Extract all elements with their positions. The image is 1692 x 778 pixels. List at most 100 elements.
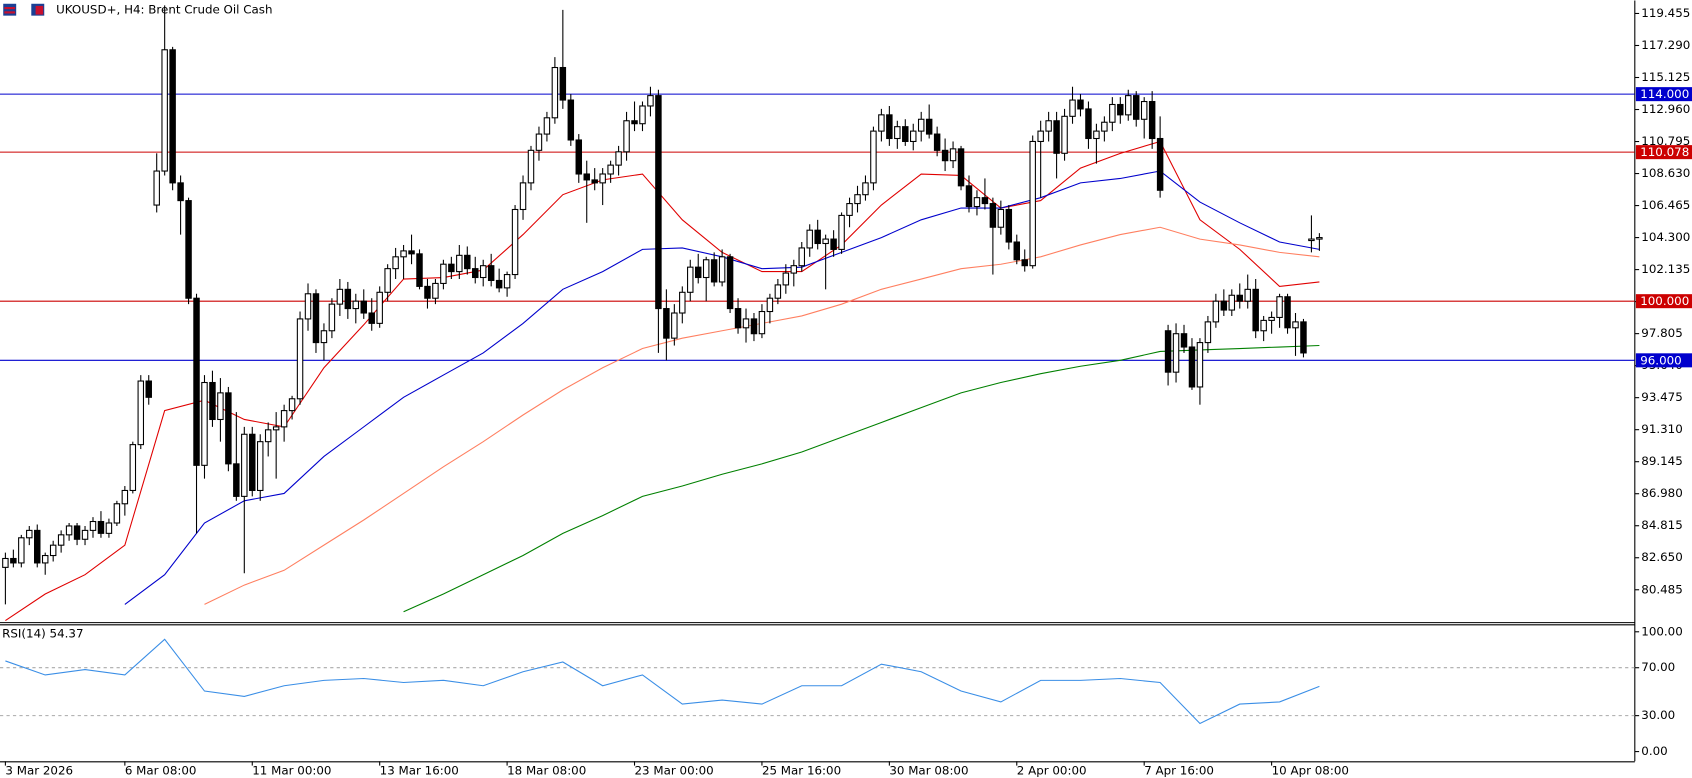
candle-body	[607, 164, 614, 175]
candle-body	[105, 522, 113, 534]
candle-body	[49, 544, 57, 557]
level-label-box	[1635, 87, 1692, 102]
candle-body	[249, 433, 256, 492]
candle-body	[710, 259, 718, 283]
candle-body	[2, 557, 9, 568]
candle-body	[296, 318, 304, 400]
candle-body	[376, 291, 383, 324]
y-tick-label: 112.960	[1641, 102, 1690, 116]
candle-body	[663, 308, 670, 339]
candle-body	[424, 285, 431, 299]
candle-body	[304, 293, 312, 320]
candle-body	[448, 263, 455, 273]
candle-body	[1125, 95, 1132, 116]
candle-body	[1021, 259, 1028, 267]
candle-body	[1045, 120, 1052, 132]
candle-body	[798, 247, 805, 267]
candle-body	[177, 182, 184, 202]
y-tick-label: 106.465	[1641, 198, 1690, 212]
candle-body	[1148, 100, 1156, 140]
candle-body	[1093, 130, 1100, 140]
candle-body	[949, 148, 957, 162]
candle-body	[1188, 346, 1196, 388]
candle-body	[647, 95, 654, 107]
candle-body	[718, 256, 726, 283]
level-label: 110.078	[1640, 145, 1689, 159]
candle-body	[870, 130, 877, 184]
candle-body	[1220, 300, 1228, 311]
candle-body	[758, 310, 766, 335]
rsi-line	[5, 638, 1320, 725]
candle-body	[113, 503, 121, 524]
candle-body	[408, 250, 415, 255]
candle-body	[432, 282, 439, 299]
candle-body	[631, 120, 638, 125]
candle-body	[34, 529, 41, 564]
candle-body	[742, 318, 750, 329]
candle-body	[846, 203, 853, 216]
candle-body	[766, 297, 774, 313]
x-tick-label: 23 Mar 00:00	[635, 763, 714, 777]
candle-body	[368, 312, 375, 324]
candle-body	[639, 105, 646, 125]
candle-body	[1244, 288, 1251, 302]
candle-body	[917, 118, 925, 132]
candle-body	[1029, 140, 1036, 267]
candle-body	[1085, 108, 1092, 140]
candle-body	[479, 265, 487, 279]
candle-body	[272, 426, 280, 431]
y-tick-label: 104.300	[1641, 230, 1690, 244]
candle-body	[941, 149, 949, 162]
candle-body	[1180, 333, 1188, 348]
candle-body	[416, 253, 423, 287]
candle-body	[782, 272, 790, 286]
x-tick-label: 13 Mar 16:00	[380, 763, 459, 777]
y-tick-label: 89.145	[1641, 454, 1683, 468]
y-tick-label: 119.455	[1641, 6, 1690, 20]
candle-body	[599, 173, 606, 184]
candle-body	[583, 173, 590, 181]
axes: 119.455 117.290 115.125 112.960 110.795 108.6…	[4, 6, 1692, 777]
candle-body	[1053, 120, 1060, 154]
candle-body	[440, 263, 447, 284]
candle-body	[671, 312, 678, 339]
candle-body	[81, 529, 89, 540]
candle-body	[559, 66, 567, 101]
candle-body	[1109, 103, 1116, 123]
candle-body	[1236, 294, 1243, 302]
candle-body	[1228, 294, 1236, 311]
candle-body	[1276, 296, 1283, 318]
candle-body	[806, 229, 813, 249]
candle-body	[97, 520, 105, 534]
candle-body	[1005, 208, 1013, 243]
candle-body	[1164, 330, 1172, 373]
x-tick-label: 6 Mar 08:00	[125, 763, 197, 777]
candle-body	[830, 238, 837, 250]
candle-body	[185, 200, 192, 299]
x-tick-label: 2 Apr 00:00	[1017, 763, 1087, 777]
candle-body	[1316, 237, 1323, 240]
candle-body	[495, 279, 503, 289]
candle-body	[280, 410, 288, 428]
candle-body	[1140, 100, 1148, 120]
candle-body	[10, 557, 17, 564]
candle-body	[336, 288, 344, 305]
x-tick-label: 30 Mar 08:00	[889, 763, 968, 777]
candle-body	[1013, 241, 1021, 261]
candle-body	[209, 381, 216, 421]
candle-body	[145, 380, 152, 398]
candle-body	[1132, 95, 1140, 120]
candle-body	[551, 66, 559, 119]
candle-body	[153, 170, 160, 206]
candle-body	[392, 256, 399, 270]
candle-body	[137, 380, 145, 446]
candle-body	[201, 381, 208, 466]
candle-body	[615, 151, 622, 166]
rsi-tick-label: 30.00	[1641, 708, 1675, 722]
candle-body	[1061, 115, 1068, 154]
candle-body	[774, 284, 782, 299]
level-label: 100.000	[1640, 294, 1689, 308]
candle-body	[1300, 321, 1307, 354]
